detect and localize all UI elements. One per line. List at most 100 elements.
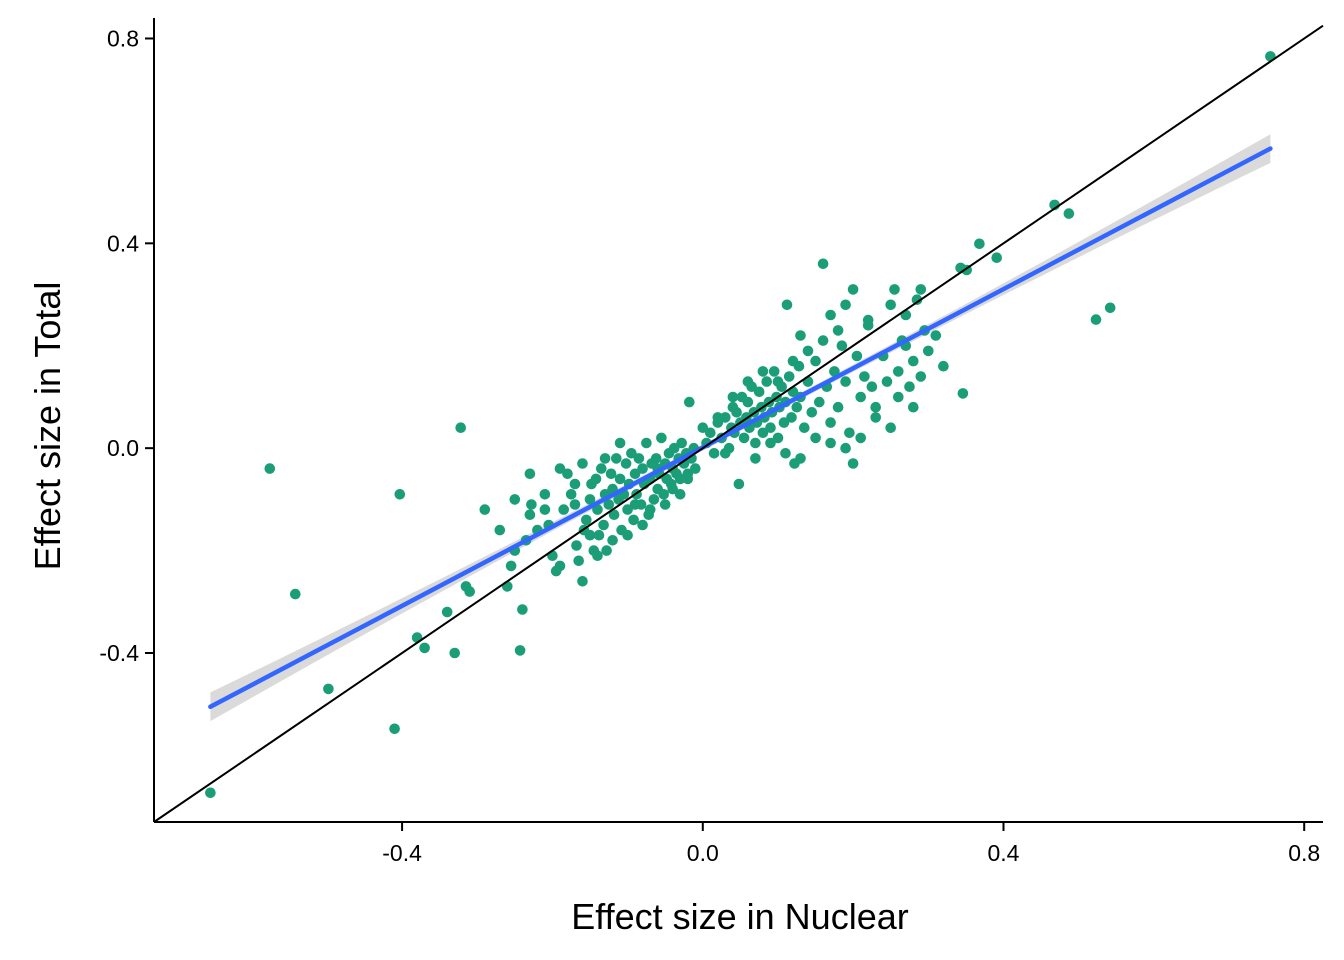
data-point	[682, 473, 694, 485]
data-point	[817, 335, 829, 346]
data-point	[628, 514, 639, 526]
data-point	[908, 401, 919, 413]
data-point	[562, 468, 573, 480]
data-point	[765, 422, 776, 434]
data-point	[761, 376, 772, 387]
data-point	[514, 645, 526, 656]
data-point	[656, 432, 667, 444]
data-point	[509, 494, 521, 505]
data-point	[938, 360, 949, 372]
data-point	[720, 448, 731, 459]
data-point	[783, 371, 795, 382]
data-point	[881, 376, 893, 387]
data-point	[765, 437, 776, 449]
data-point	[795, 330, 806, 341]
data-point	[264, 463, 276, 474]
x-tick-label: -0.4	[382, 840, 422, 866]
data-point	[517, 604, 528, 615]
data-point	[957, 388, 969, 399]
data-point	[757, 427, 769, 439]
data-point	[727, 391, 739, 403]
data-point	[577, 576, 588, 587]
data-point	[650, 453, 662, 464]
data-point	[1090, 314, 1102, 325]
data-point	[915, 284, 927, 295]
data-point	[455, 422, 467, 434]
data-point	[712, 412, 724, 423]
data-point	[584, 529, 596, 541]
data-point	[697, 422, 709, 434]
data-point	[590, 473, 602, 485]
data-point	[893, 391, 904, 403]
data-point	[840, 299, 851, 311]
data-point	[832, 325, 844, 336]
data-point	[786, 412, 797, 423]
data-point	[205, 787, 216, 799]
data-point	[558, 504, 569, 515]
data-point	[859, 371, 870, 382]
data-point	[539, 489, 551, 500]
data-point	[780, 448, 791, 459]
identity-line	[153, 24, 1324, 823]
data-point	[524, 509, 536, 520]
data-point	[750, 453, 761, 464]
data-point	[449, 647, 461, 659]
data-point	[844, 427, 855, 439]
data-point	[731, 407, 742, 418]
regression-line	[208, 146, 1273, 710]
data-point	[753, 386, 765, 398]
data-point	[870, 401, 881, 413]
data-point	[668, 442, 680, 454]
data-point	[825, 437, 836, 449]
data-point	[840, 376, 851, 387]
data-point	[584, 494, 596, 505]
data-point	[908, 355, 919, 367]
data-point	[598, 519, 609, 531]
data-point	[836, 340, 848, 352]
data-point	[554, 463, 566, 474]
data-point	[389, 723, 400, 735]
data-point	[629, 468, 641, 480]
data-point	[690, 463, 701, 474]
data-point	[781, 299, 793, 311]
data-point	[592, 550, 603, 561]
data-point	[479, 504, 491, 515]
data-point	[738, 432, 750, 444]
data-point	[596, 463, 607, 474]
data-point	[464, 586, 476, 597]
data-point	[772, 432, 784, 444]
data-point	[633, 453, 645, 464]
x-tick-label: 0.4	[988, 840, 1020, 866]
data-point	[814, 396, 825, 408]
data-point	[862, 314, 874, 326]
data-point	[676, 437, 687, 449]
axes-layer	[153, 18, 1323, 823]
data-point	[733, 478, 745, 490]
x-tick-label: 0.0	[687, 840, 719, 866]
data-point	[648, 494, 660, 505]
data-point	[641, 437, 652, 449]
data-point	[855, 432, 866, 444]
data-point	[603, 499, 615, 510]
data-point	[614, 437, 626, 449]
ticks-layer: -0.4 0.0 0.4 0.8 -0.4 0.0 0.4 0.8	[99, 25, 1320, 866]
data-point	[569, 478, 581, 490]
data-point	[605, 468, 617, 480]
data-point	[592, 504, 603, 515]
data-point	[870, 412, 881, 423]
data-point	[290, 588, 301, 600]
data-point	[904, 381, 915, 393]
data-point	[911, 294, 923, 306]
data-point	[1063, 208, 1075, 219]
data-point	[505, 560, 517, 572]
data-point	[991, 252, 1002, 263]
data-point	[526, 499, 537, 510]
data-point	[829, 366, 840, 377]
y-tick-label: 0.4	[107, 230, 139, 256]
lines-layer	[153, 24, 1324, 823]
data-point	[840, 442, 851, 454]
y-tick-label: 0.0	[107, 435, 139, 461]
data-point	[674, 473, 686, 485]
